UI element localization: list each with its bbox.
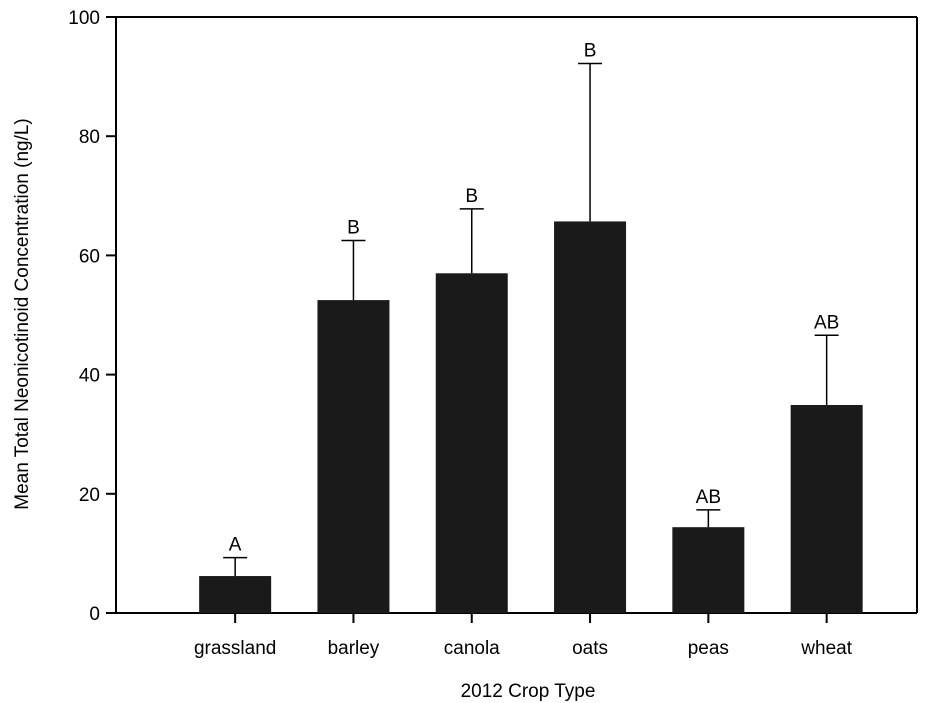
significance-label-grassland: A <box>229 535 242 556</box>
bar-peas <box>672 527 745 613</box>
x-tick-label-grassland: grassland <box>194 638 276 659</box>
x-tick-label-peas: peas <box>688 638 729 659</box>
y-tick-label: 40 <box>79 366 100 387</box>
y-axis-title: Mean Total Neonicotinoid Concentration (… <box>12 118 33 510</box>
x-tick-label-barley: barley <box>328 638 380 659</box>
bar-grassland <box>199 576 272 613</box>
y-tick-label: 0 <box>89 604 100 625</box>
x-tick-label-oats: oats <box>572 638 608 659</box>
bar-oats <box>554 221 627 614</box>
significance-label-peas: AB <box>696 487 721 508</box>
significance-label-oats: B <box>584 40 597 61</box>
x-axis-category-labels: grassland barley canola oats peas wheat <box>194 613 853 659</box>
significance-label-canola: B <box>465 186 478 207</box>
bar-wheat <box>790 404 863 613</box>
x-axis-title: 2012 Crop Type <box>461 681 596 702</box>
bars <box>199 221 863 614</box>
significance-label-wheat: AB <box>814 312 839 333</box>
y-tick-label: 20 <box>79 485 100 506</box>
bar-canola <box>435 273 508 613</box>
significance-label-barley: B <box>347 218 360 239</box>
y-tick-label: 100 <box>68 8 100 29</box>
x-tick-label-canola: canola <box>444 638 500 659</box>
y-tick-label: 60 <box>79 246 100 267</box>
x-tick-label-wheat: wheat <box>800 638 852 659</box>
y-tick-label: 80 <box>79 127 100 148</box>
y-axis-ticks: 0 20 40 60 80 100 <box>68 8 116 625</box>
error-bars <box>223 62 839 577</box>
bar-barley <box>317 300 390 613</box>
